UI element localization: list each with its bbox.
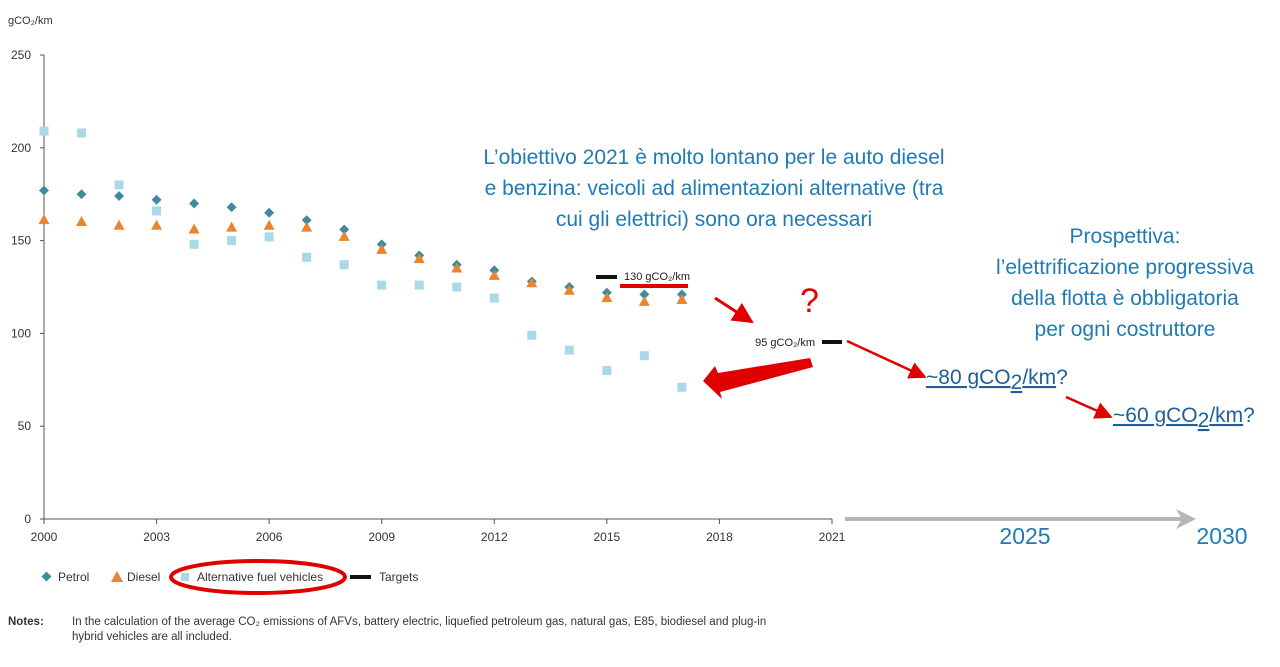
petrol-point — [151, 194, 162, 205]
diesel-point — [376, 243, 388, 254]
diesel-point — [151, 219, 163, 230]
legend-afv-highlight-circle — [169, 559, 347, 595]
diesel-point — [413, 253, 425, 264]
alternative-fuel-vehicles-point — [527, 330, 537, 340]
question-mark: ? — [800, 282, 819, 320]
future-year-2025: 2025 — [999, 523, 1050, 549]
diesel-point — [338, 230, 350, 241]
y-tick-label: 200 — [11, 141, 31, 155]
arrow-to-2030 — [1065, 395, 1113, 419]
diesel-point — [38, 214, 50, 225]
alternative-fuel-vehicles-point — [302, 252, 312, 262]
alternative-fuel-vehicles-point — [339, 260, 349, 270]
diesel-point — [76, 216, 88, 227]
diesel-point — [526, 277, 538, 288]
petrol-point — [339, 224, 350, 235]
y-tick-label: 50 — [18, 419, 32, 433]
future-year-2030: 2030 — [1196, 523, 1247, 549]
big-arrow-to-afv — [703, 358, 813, 399]
petrol-point — [189, 198, 200, 209]
diesel-point — [563, 284, 575, 295]
petrol-point — [76, 189, 87, 200]
x-tick-label: 2006 — [256, 530, 283, 544]
diesel-point — [113, 219, 125, 230]
legend-diesel-label: Diesel — [127, 570, 160, 584]
outlook-line-4: per ogni costruttore — [1035, 318, 1216, 341]
diesel-point — [601, 292, 613, 303]
diesel-point — [263, 219, 275, 230]
alternative-fuel-vehicles-point — [39, 126, 49, 136]
petrol-point — [114, 191, 124, 202]
legend-diesel-marker — [111, 571, 123, 582]
outlook-line-2: l’elettrificazione progressiva — [996, 256, 1254, 279]
alternative-fuel-vehicles-point — [564, 345, 574, 355]
y-tick-label: 150 — [11, 234, 31, 248]
data-points — [38, 126, 688, 392]
alternative-fuel-vehicles-point — [452, 282, 462, 292]
alternative-fuel-vehicles-point — [77, 128, 87, 138]
target-label-95: 95 gCO₂/km — [755, 337, 815, 349]
alternative-fuel-vehicles-point — [227, 236, 237, 246]
headline-line-3: cui gli elettrici) sono ora necessari — [556, 208, 872, 231]
legend-targets-label: Targets — [379, 570, 418, 584]
legend-petrol-label: Petrol — [58, 570, 89, 584]
petrol-point — [226, 202, 237, 213]
alternative-fuel-vehicles-point — [152, 206, 162, 216]
projection-2030: ~60 gCO2/km? — [1113, 404, 1255, 432]
legend-afv-label: Alternative fuel vehicles — [197, 570, 323, 584]
x-tick-label: 2003 — [143, 530, 170, 544]
diesel-point — [226, 221, 238, 232]
notes-line-1: In the calculation of the average CO₂ em… — [72, 616, 766, 628]
alternative-fuel-vehicles-point — [677, 382, 687, 392]
diesel-point — [301, 221, 313, 232]
alternative-fuel-vehicles-point — [189, 239, 199, 249]
legend-afv-marker — [181, 573, 189, 581]
x-tick-label: 2000 — [31, 530, 58, 544]
notes-line-2: hybrid vehicles are all included. — [72, 631, 232, 643]
y-tick-label: 250 — [11, 48, 31, 62]
petrol-point — [264, 207, 275, 218]
y-tick-label: 100 — [11, 326, 31, 340]
diesel-point — [638, 295, 650, 306]
alternative-fuel-vehicles-point — [414, 280, 424, 290]
x-tick-label: 2021 — [819, 530, 846, 544]
outlook-line-3: della flotta è obbligatoria — [1011, 287, 1239, 310]
diesel-point — [676, 293, 688, 304]
headline-line-1: L’obiettivo 2021 è molto lontano per le … — [483, 146, 944, 169]
y-tick-label: 0 — [24, 512, 31, 526]
legend: Petrol Diesel Alternative fuel vehicles … — [41, 559, 418, 595]
alternative-fuel-vehicles-point — [639, 351, 649, 361]
target-label-130: 130 gCO₂/km — [624, 271, 690, 283]
arrow-to-95-target — [714, 296, 754, 324]
alternative-fuel-vehicles-point — [602, 366, 612, 376]
headline-line-2: e benzina: veicoli ad alimentazioni alte… — [485, 177, 944, 200]
diesel-point — [488, 269, 500, 280]
petrol-point — [301, 215, 312, 226]
petrol-point — [39, 185, 49, 196]
alternative-fuel-vehicles-point — [114, 180, 124, 190]
notes-label: Notes: — [8, 616, 44, 628]
alternative-fuel-vehicles-point — [377, 280, 387, 290]
alternative-fuel-vehicles-point — [489, 293, 499, 303]
legend-petrol-marker — [41, 571, 52, 582]
x-ticks: 2000 2003 2006 2009 2012 2015 2018 2021 — [31, 519, 846, 544]
x-tick-label: 2018 — [706, 530, 733, 544]
diesel-point — [451, 262, 463, 273]
alternative-fuel-vehicles-point — [264, 232, 274, 242]
x-tick-label: 2015 — [594, 530, 621, 544]
diesel-point — [188, 223, 200, 234]
outlook-line-1: Prospettiva: — [1070, 225, 1181, 248]
y-axis-unit: gCO₂/km — [8, 15, 53, 27]
petrol-point — [639, 289, 650, 300]
x-tick-label: 2009 — [368, 530, 395, 544]
projection-2025: ~80 gCO2/km? — [926, 366, 1068, 394]
x-tick-label: 2012 — [481, 530, 508, 544]
y-ticks: 0 50 100 150 200 250 — [11, 48, 44, 526]
arrow-to-2025 — [846, 339, 927, 379]
